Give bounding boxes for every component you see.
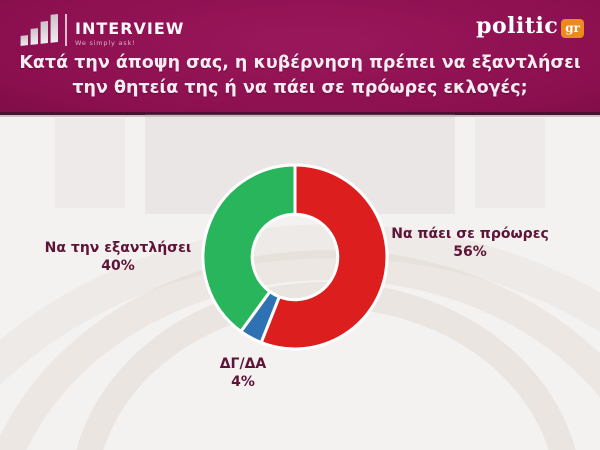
slice-label-text: ΔΓ/ΔΑ xyxy=(219,356,267,372)
title-line-2: την θητεία της ή να πάει σε πρόωρες εκλο… xyxy=(72,78,528,98)
poll-question-title: Κατά την άποψη σας, η κυβέρνηση πρέπει ν… xyxy=(0,51,600,101)
slice-label-text: Να την εξαντλήσει xyxy=(44,240,192,256)
backdrop-pillar-right xyxy=(475,118,545,208)
donut-chart xyxy=(201,163,389,351)
bar-chart-icon xyxy=(20,14,58,46)
interview-logo: INTERVIEW We simply ask! xyxy=(20,12,184,46)
politic-logo-text: politic xyxy=(476,13,559,39)
title-line-1: Κατά την άποψη σας, η κυβέρνηση πρέπει ν… xyxy=(19,53,581,73)
label-dont-know-no-answer: ΔΓ/ΔΑ 4% xyxy=(163,355,323,391)
interview-tagline: We simply ask! xyxy=(75,38,136,47)
politic-logo: politic gr xyxy=(476,13,584,39)
header-banner: INTERVIEW We simply ask! politic gr Κατά… xyxy=(0,0,600,115)
interview-logo-text: INTERVIEW xyxy=(75,18,185,38)
donut-slice xyxy=(201,163,297,333)
label-early-elections: Να πάει σε πρόωρες 56% xyxy=(390,225,550,261)
slice-pct-value: 40% xyxy=(101,258,135,274)
politic-gr-badge: gr xyxy=(561,18,584,38)
slice-pct-value: 4% xyxy=(231,374,255,390)
slice-label-text: Να πάει σε πρόωρες xyxy=(391,226,549,242)
backdrop-pillar-left xyxy=(55,118,125,208)
donut-slice xyxy=(259,163,389,351)
label-serve-full-term: Να την εξαντλήσει 40% xyxy=(38,239,198,275)
slice-pct-value: 56% xyxy=(453,244,487,260)
logo-divider xyxy=(65,14,67,46)
